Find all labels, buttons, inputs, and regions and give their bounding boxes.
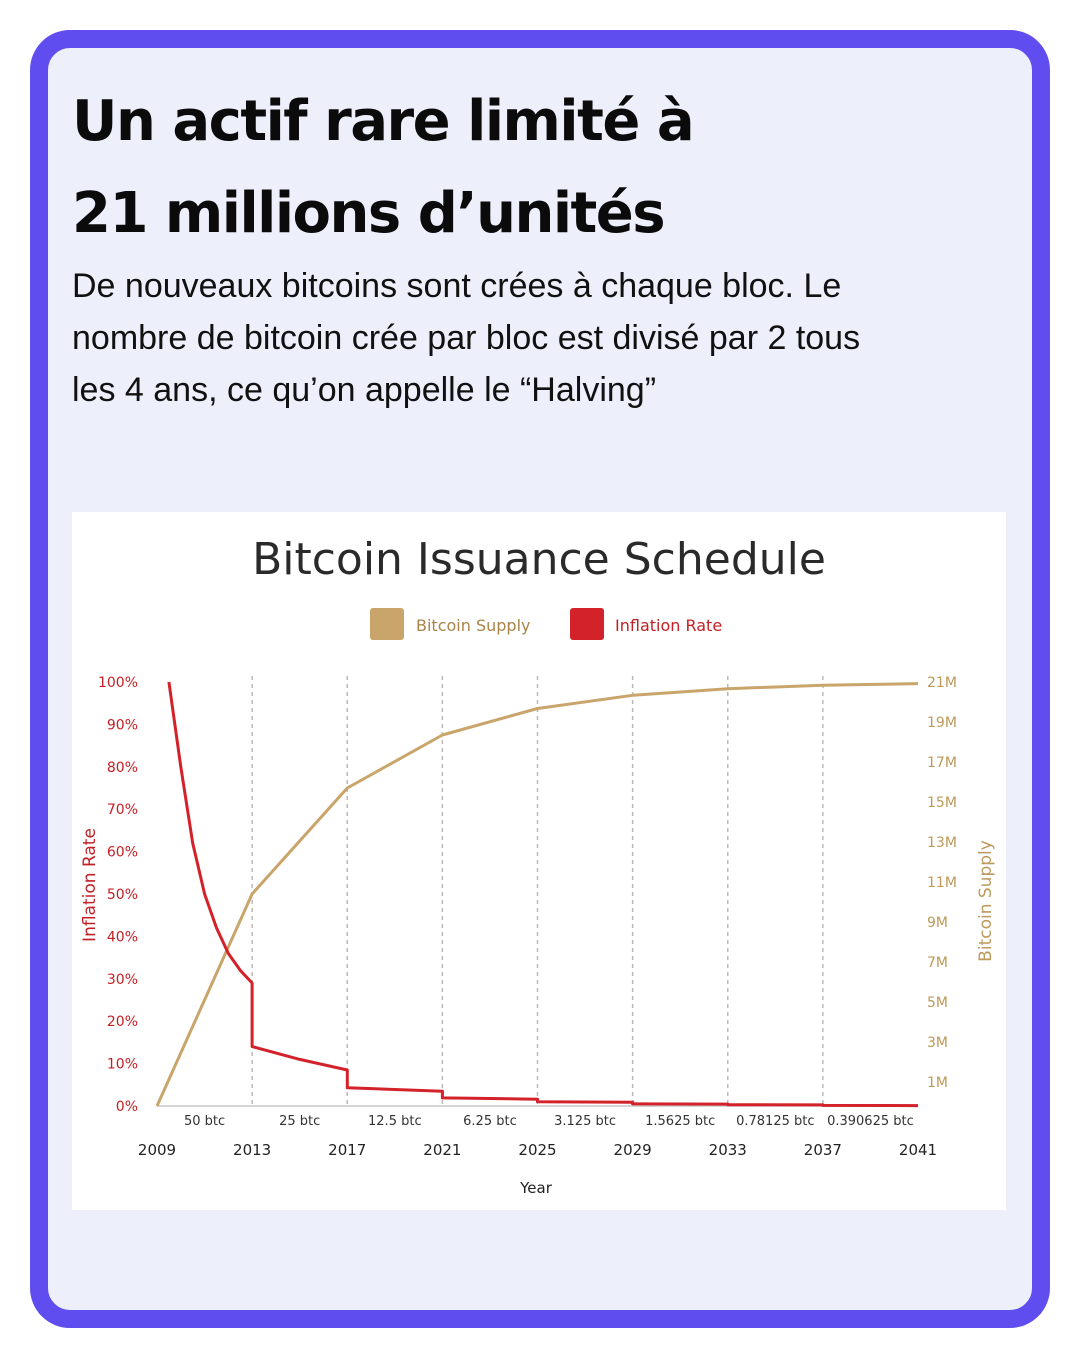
grid-lines (157, 676, 918, 1107)
right-tick-label: 15M (927, 795, 957, 811)
left-tick-label: 80% (107, 760, 138, 776)
block-reward-label: 50 btc (184, 1114, 225, 1129)
page-title: Un actif rare limité à 21 millions d’unit… (72, 76, 972, 260)
left-tick-label: 30% (107, 972, 138, 988)
right-axis-ticks: 1M 3M 5M 7M 9M 11M 13M 15M 17M 19M 21M (927, 675, 957, 1091)
right-axis-label: Bitcoin Supply (976, 840, 996, 962)
left-axis-ticks: 0% 10% 20% 30% 40% 50% 60% 70% 80% 90% 100% (98, 675, 138, 1115)
x-axis-label: Year (519, 1179, 553, 1197)
block-reward-label: 0.78125 btc (736, 1114, 814, 1129)
block-reward-label: 1.5625 btc (645, 1114, 715, 1129)
supply-line (155, 682, 919, 1107)
right-tick-label: 1M (927, 1075, 948, 1091)
x-tick-label: 2021 (423, 1141, 461, 1159)
card-frame: Un actif rare limité à 21 millions d’unit… (30, 30, 1050, 1328)
block-reward-label: 6.25 btc (463, 1114, 517, 1129)
x-tick-label: 2029 (614, 1141, 652, 1159)
left-tick-label: 100% (98, 675, 138, 691)
block-reward-label: 25 btc (279, 1114, 320, 1129)
left-tick-label: 50% (107, 887, 138, 903)
series-layer (155, 681, 919, 1108)
subtitle-line-1: De nouveaux bitcoins sont crées à chaque… (72, 267, 842, 305)
block-reward-labels: 50 btc 25 btc 12.5 btc 6.25 btc 3.125 btc 1.5… (184, 1114, 914, 1129)
left-tick-label: 90% (107, 717, 138, 733)
left-tick-label: 0% (116, 1099, 138, 1115)
x-axis-ticks: 2009 2013 2017 2021 2025 2029 2033 2037 2041 (138, 1141, 937, 1159)
legend-label-inflation: Inflation Rate (615, 616, 722, 635)
inflation-line (167, 681, 919, 1108)
right-tick-label: 21M (927, 675, 957, 691)
subtitle-line-3: les 4 ans, ce qu’on appelle le “Halving” (72, 371, 657, 409)
page-subtitle: De nouveaux bitcoins sont crées à chaque… (72, 260, 1012, 416)
right-tick-label: 7M (927, 955, 948, 971)
right-tick-label: 13M (927, 835, 957, 851)
title-line-2: 21 millions d’unités (72, 181, 666, 246)
x-tick-label: 2025 (518, 1141, 556, 1159)
title-line-1: Un actif rare limité à (72, 89, 695, 154)
issuance-chart: Bitcoin Issuance Schedule Bitcoin Supply… (80, 534, 996, 1197)
left-tick-label: 70% (107, 802, 138, 818)
left-tick-label: 60% (107, 845, 138, 861)
right-tick-label: 19M (927, 715, 957, 731)
block-reward-label: 0.390625 btc (827, 1114, 914, 1129)
x-tick-label: 2041 (899, 1141, 937, 1159)
x-tick-label: 2033 (709, 1141, 747, 1159)
right-tick-label: 17M (927, 755, 957, 771)
chart-card: Bitcoin Issuance Schedule Bitcoin Supply… (72, 512, 1006, 1210)
x-tick-label: 2037 (804, 1141, 842, 1159)
x-tick-label: 2009 (138, 1141, 176, 1159)
legend-label-supply: Bitcoin Supply (416, 616, 530, 635)
left-tick-label: 20% (107, 1014, 138, 1030)
legend-swatch-inflation (570, 608, 604, 640)
chart-title: Bitcoin Issuance Schedule (252, 534, 826, 585)
block-reward-label: 3.125 btc (554, 1114, 616, 1129)
right-tick-label: 3M (927, 1035, 948, 1051)
subtitle-line-2: nombre de bitcoin crée par bloc est divi… (72, 319, 861, 357)
left-tick-label: 40% (107, 929, 138, 945)
right-tick-label: 5M (927, 995, 948, 1011)
left-tick-label: 10% (107, 1057, 138, 1073)
legend-swatch-supply (370, 608, 404, 640)
right-tick-label: 9M (927, 915, 948, 931)
right-tick-label: 11M (927, 875, 957, 891)
left-axis-label: Inflation Rate (80, 828, 100, 942)
x-tick-label: 2017 (328, 1141, 366, 1159)
block-reward-label: 12.5 btc (368, 1114, 422, 1129)
x-tick-label: 2013 (233, 1141, 271, 1159)
